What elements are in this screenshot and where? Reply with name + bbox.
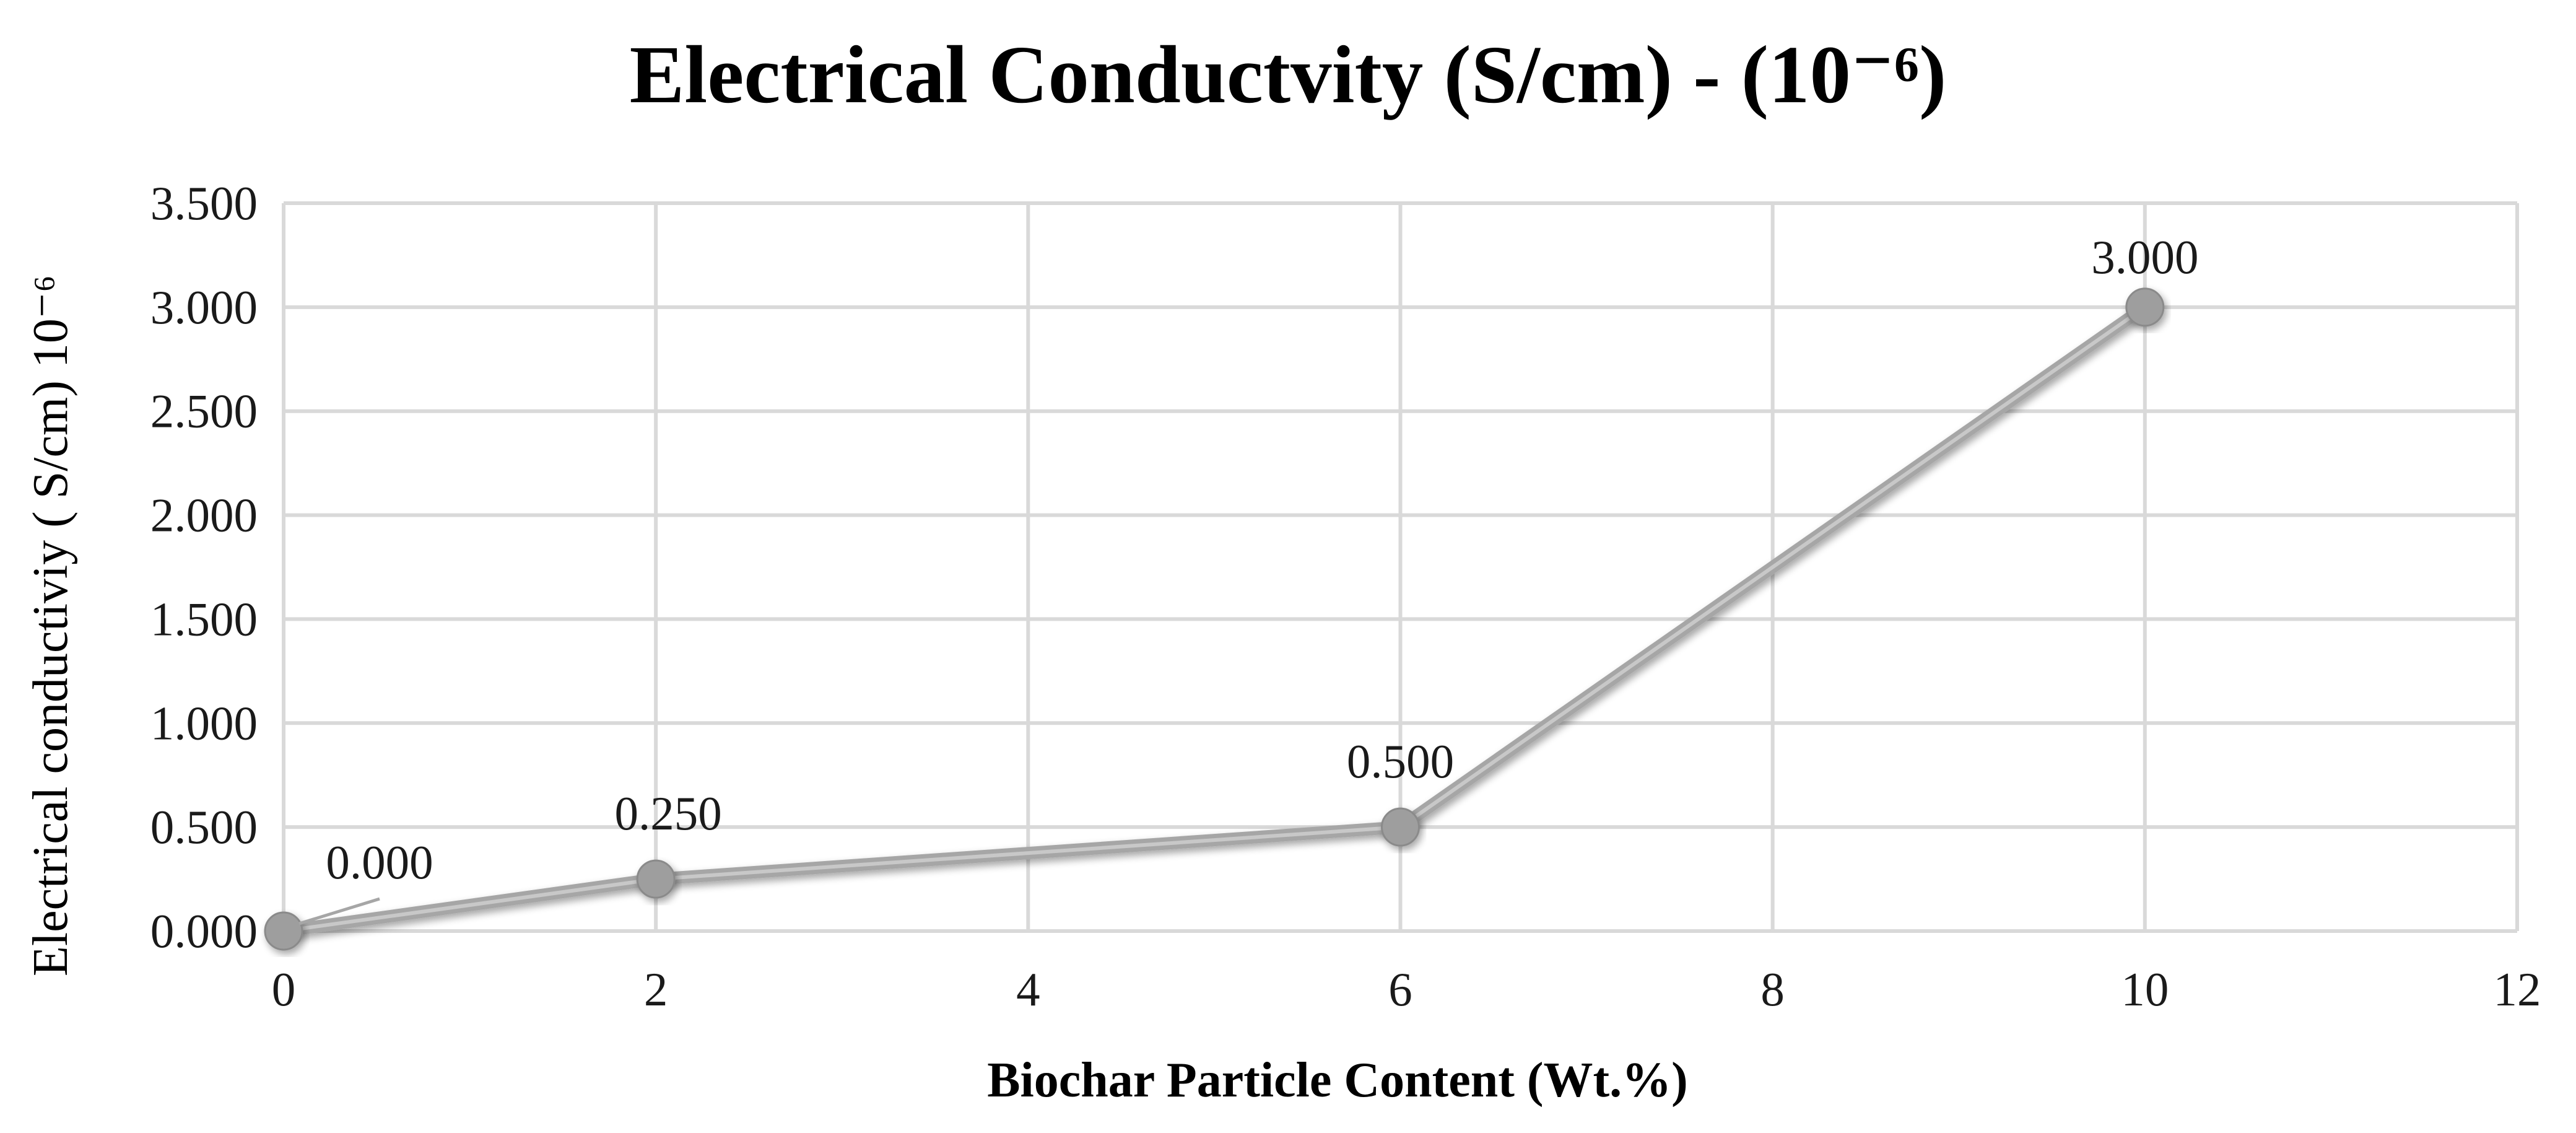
y-tick-label: 2.000	[150, 489, 258, 542]
x-tick-label: 10	[2121, 963, 2169, 1016]
chart-title: Electrical Conductvity (S/cm) - (10⁻⁶)	[630, 28, 1947, 120]
y-tick-label: 1.000	[150, 696, 258, 750]
data-point	[1381, 807, 1420, 847]
y-tick-label: 3.500	[150, 177, 258, 230]
data-label: 0.250	[615, 787, 722, 840]
data-point	[2125, 287, 2165, 327]
data-label-leader-line	[298, 897, 380, 925]
x-axis-title: Biochar Particle Content (Wt.%)	[987, 1053, 1688, 1108]
data-point	[636, 859, 676, 899]
y-tick-label: 2.500	[150, 385, 258, 438]
y-axis-title: Electrical conductiviy ( S/cm) 10⁻⁶	[24, 275, 78, 976]
data-label: 0.500	[1347, 735, 1454, 788]
data-label: 3.000	[2091, 230, 2198, 284]
y-tick-label: 1.500	[150, 592, 258, 645]
y-tick-label: 0.500	[150, 800, 258, 854]
x-tick-label: 6	[1388, 963, 1412, 1016]
series-line-highlight	[282, 305, 2147, 933]
data-label: 0.000	[326, 836, 433, 889]
x-tick-label: 2	[644, 963, 668, 1016]
x-tick-label: 0	[272, 963, 296, 1016]
x-tick-label: 12	[2494, 963, 2541, 1016]
axes: 0.000 0.500 1.000 1.500 2.000 2.500 3.000 3.500…	[150, 177, 2541, 1016]
y-tick-label: 3.000	[150, 281, 258, 334]
x-tick-label: 4	[1016, 963, 1040, 1016]
series-layer	[264, 287, 2165, 951]
x-tick-label: 8	[1760, 963, 1785, 1016]
data-point	[264, 911, 303, 951]
y-tick-label: 0.000	[150, 904, 258, 958]
data-labels: 0.000 0.250 0.500 3.000	[298, 230, 2198, 925]
